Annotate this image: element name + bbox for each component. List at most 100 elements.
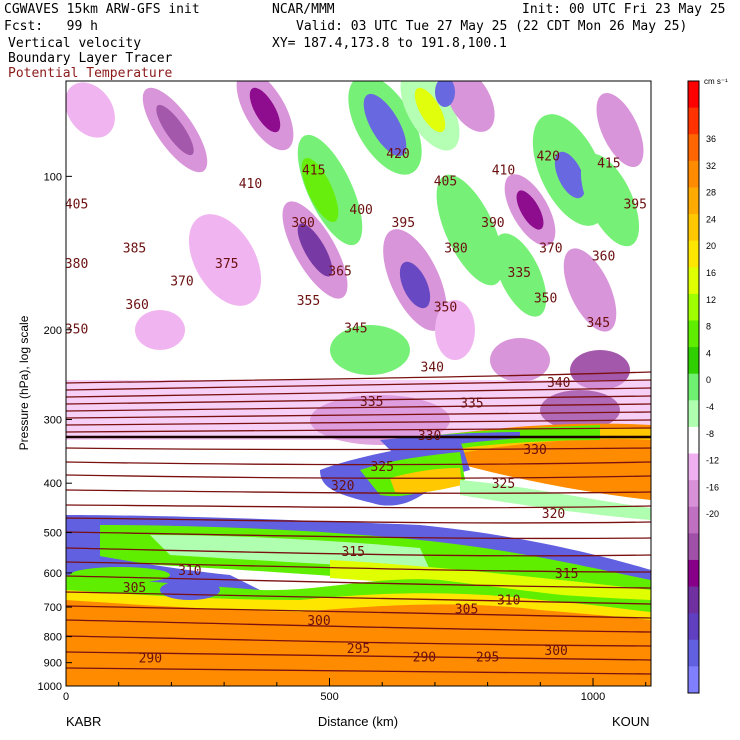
model-title: CGWAVES 15km ARW-GFS init bbox=[4, 2, 200, 17]
isentrope-label: 350 bbox=[434, 300, 457, 315]
isentrope-label: 295 bbox=[347, 642, 370, 657]
isentrope-label: 420 bbox=[386, 147, 409, 162]
isentrope-label: 295 bbox=[476, 650, 499, 665]
y-axis: 100 200 300 400 500 600 700 800 900 1000 bbox=[38, 171, 72, 693]
isentrope-label: 335 bbox=[360, 395, 383, 410]
colorbar-tick-label: 32 bbox=[706, 161, 716, 171]
isentrope-label: 380 bbox=[444, 242, 467, 257]
x-axis-title: Distance (km) bbox=[318, 714, 398, 729]
boundary-layer bbox=[66, 550, 651, 686]
colorbar-swatch bbox=[688, 480, 699, 508]
y-tick-label: 100 bbox=[44, 171, 62, 183]
colorbar-swatch bbox=[688, 373, 699, 401]
isentrope-label: 310 bbox=[178, 564, 201, 579]
y-tick-label: 700 bbox=[44, 602, 62, 614]
colorbar-swatch bbox=[688, 187, 699, 215]
colorbar-swatch bbox=[688, 320, 699, 348]
isentrope-label: 415 bbox=[302, 164, 325, 179]
isentrope-label: 320 bbox=[331, 479, 354, 494]
isentrope-label: 420 bbox=[536, 149, 559, 164]
colorbar-swatch bbox=[688, 506, 699, 534]
colorbar-swatch bbox=[688, 134, 699, 162]
right-station: KOUN bbox=[612, 714, 650, 729]
colorbar-swatch bbox=[688, 453, 699, 481]
isentrope-label: 410 bbox=[239, 177, 262, 192]
colorbar-tick-label: 12 bbox=[706, 295, 716, 305]
field-potential-temperature: Potential Temperature bbox=[8, 66, 173, 81]
isentrope-label: 315 bbox=[555, 567, 578, 582]
isentrope-label: 325 bbox=[492, 477, 515, 492]
contour-labels: 405 410 415 420 405 410 420 415 395 385 390 400 395 3… bbox=[65, 147, 647, 667]
colorbar-swatch bbox=[688, 400, 699, 428]
isentrope-label: 400 bbox=[349, 203, 372, 218]
isentrope-label: 385 bbox=[123, 242, 146, 257]
forecast-hour: Fcst: 99 h bbox=[4, 19, 98, 34]
isentrope-label: 375 bbox=[215, 257, 238, 272]
tracer-plume-upper bbox=[320, 423, 651, 520]
isentrope-label: 320 bbox=[542, 507, 565, 522]
isentrope-label: 390 bbox=[291, 216, 314, 231]
colorbar-swatch bbox=[688, 293, 699, 321]
colorbar-tick-label: 0 bbox=[706, 375, 711, 385]
isentrope-label: 340 bbox=[421, 360, 444, 375]
colorbar-tick-label: 8 bbox=[706, 322, 711, 332]
colorbar-swatch bbox=[688, 533, 699, 561]
x-tick-label: 0 bbox=[63, 691, 69, 703]
isentrope-label: 345 bbox=[587, 316, 610, 331]
isentrope-label: 380 bbox=[65, 257, 88, 272]
colorbar-tick-label: -8 bbox=[706, 429, 714, 439]
isentrope-label: 340 bbox=[547, 376, 570, 391]
colorbar-tick-label: 16 bbox=[706, 268, 716, 278]
y-tick-label: 400 bbox=[44, 478, 62, 490]
colorbar-unit: cm s⁻¹ bbox=[704, 77, 728, 86]
isentrope-label: 350 bbox=[65, 323, 88, 338]
init-time: Init: 00 UTC Fri 23 May 25 bbox=[522, 2, 726, 17]
colorbar-tick-label: 36 bbox=[706, 134, 716, 144]
isentrope-label: 325 bbox=[370, 460, 393, 475]
y-tick-label: 900 bbox=[44, 658, 62, 670]
isentrope-label: 300 bbox=[544, 644, 567, 659]
colorbar-swatch bbox=[688, 107, 699, 135]
isentrope-label: 355 bbox=[297, 294, 320, 309]
colorbar-tick-label: -20 bbox=[706, 509, 719, 519]
isentrope-label: 395 bbox=[623, 197, 646, 212]
x-tick-label: 1000 bbox=[581, 691, 605, 703]
colorbar-tick-label: 4 bbox=[706, 348, 711, 358]
isentrope-label: 335 bbox=[460, 397, 483, 412]
y-tick-label: 500 bbox=[44, 528, 62, 540]
isentrope-label: 335 bbox=[508, 266, 531, 281]
colorbar-tick-label: 24 bbox=[706, 214, 716, 224]
isentrope-label: 290 bbox=[139, 652, 162, 667]
valid-time: Valid: 03 UTC Tue 27 May 25 (22 CDT Mon … bbox=[296, 19, 688, 34]
y-tick-label: 800 bbox=[44, 632, 62, 644]
field-vertical-velocity: Vertical velocity bbox=[8, 36, 142, 51]
isentrope-label: 305 bbox=[123, 581, 146, 596]
isentrope-label: 395 bbox=[392, 216, 415, 231]
colorbar-tick-label: -12 bbox=[706, 456, 719, 466]
y-axis-title: Pressure (hPa), log scale bbox=[17, 315, 31, 450]
y-tick-label: 300 bbox=[44, 415, 62, 427]
isentrope-label: 405 bbox=[434, 175, 457, 190]
isentrope-label: 300 bbox=[307, 614, 330, 629]
y-tick-label: 1000 bbox=[38, 681, 62, 693]
plot-frame bbox=[65, 80, 652, 687]
colorbar-swatch bbox=[688, 586, 699, 614]
colorbar-swatch bbox=[688, 240, 699, 268]
isentrope-label: 310 bbox=[497, 594, 520, 609]
colorbar-tick-label: -16 bbox=[706, 482, 719, 492]
isentrope-label: 345 bbox=[344, 322, 367, 337]
colorbar-tick-label: -4 bbox=[706, 402, 714, 412]
colorbar: 36 32 28 24 20 16 12 8 4 0 -4 -8 -12 -16 -20 bbox=[687, 80, 719, 694]
y-tick-label: 200 bbox=[44, 325, 62, 337]
colorbar-swatch bbox=[688, 347, 699, 375]
colorbar-tick-label: 28 bbox=[706, 188, 716, 198]
isentrope-label: 360 bbox=[592, 250, 615, 265]
isentrope-label: 315 bbox=[341, 545, 364, 560]
x-tick-label: 500 bbox=[320, 691, 338, 703]
isentrope-label: 305 bbox=[455, 603, 478, 618]
colorbar-swatch bbox=[688, 81, 699, 109]
isentrope-label: 390 bbox=[481, 216, 504, 231]
center-label: NCAR/MMM bbox=[272, 2, 335, 17]
isentrope-label: 330 bbox=[523, 443, 546, 458]
